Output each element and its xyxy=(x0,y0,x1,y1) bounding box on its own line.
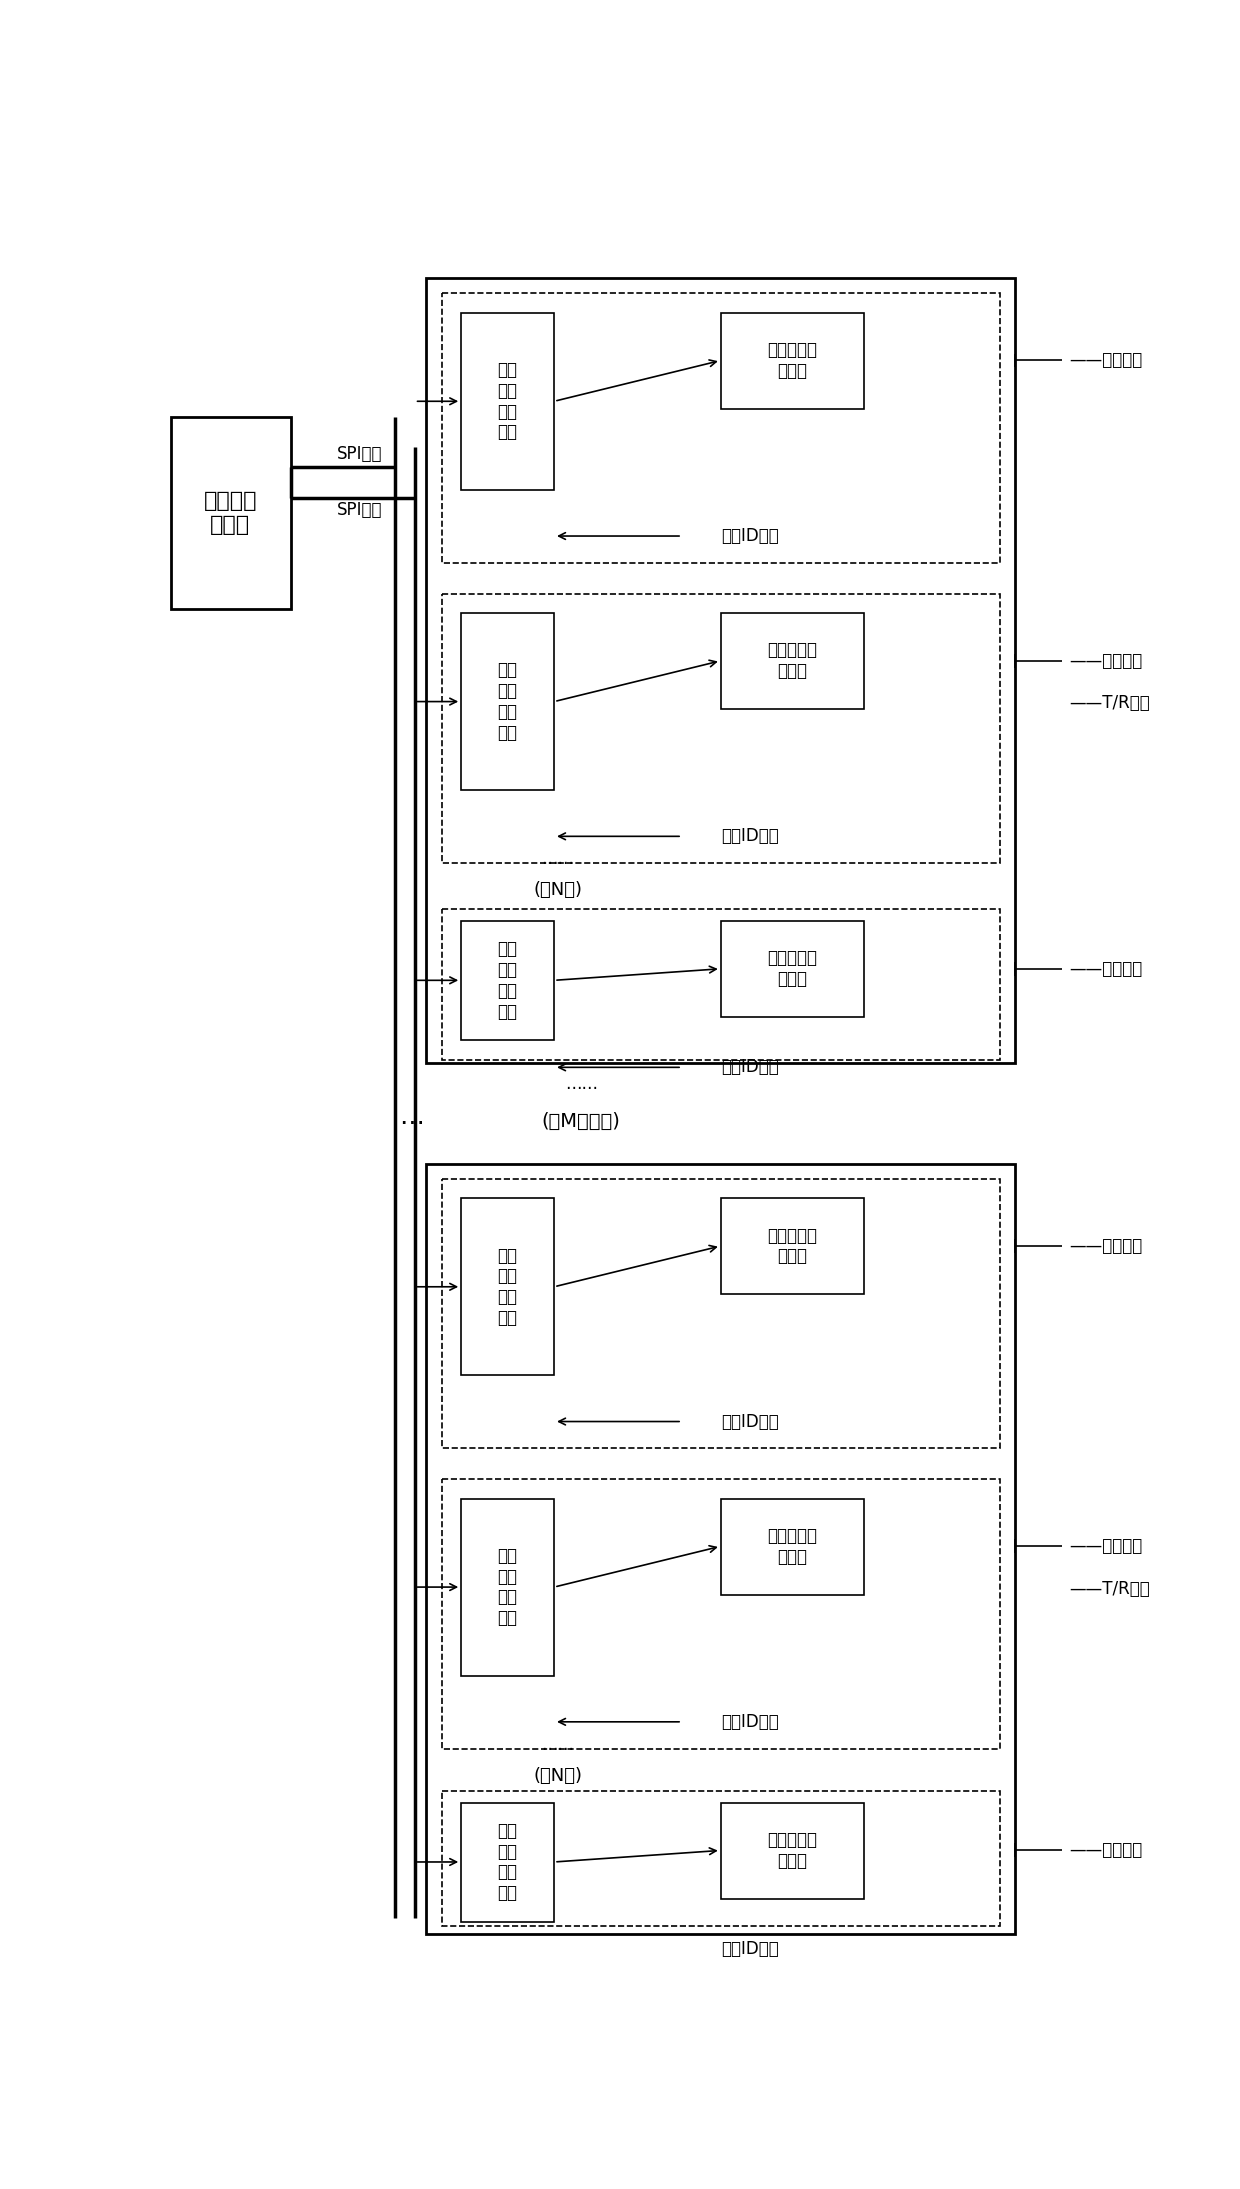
Text: 串并
转换
控制
芯片: 串并 转换 控制 芯片 xyxy=(497,1246,517,1327)
Bar xyxy=(461,1197,554,1375)
Text: ……: …… xyxy=(542,852,574,869)
Bar xyxy=(461,1804,554,1922)
Text: ——射频通道: ——射频通道 xyxy=(1069,652,1143,670)
Text: ——T/R组件: ——T/R组件 xyxy=(1069,1580,1151,1598)
Text: 数控移相器
衰减器: 数控移相器 衰减器 xyxy=(768,1528,817,1565)
Text: (共M个组件): (共M个组件) xyxy=(542,1112,621,1132)
Text: 数控移相器
衰减器: 数控移相器 衰减器 xyxy=(768,341,817,381)
Text: (共N个): (共N个) xyxy=(533,882,583,900)
Bar xyxy=(720,1804,864,1898)
Bar xyxy=(441,293,999,563)
Text: 串并
转换
控制
芯片: 串并 转换 控制 芯片 xyxy=(497,661,517,742)
Text: ……: …… xyxy=(564,1075,598,1092)
Bar xyxy=(441,1791,999,1926)
Bar xyxy=(427,1165,1016,1933)
Text: …: … xyxy=(399,1105,424,1130)
Text: SPI总线: SPI总线 xyxy=(337,501,383,519)
Text: 串并
转换
控制
芯片: 串并 转换 控制 芯片 xyxy=(497,361,517,442)
Bar xyxy=(720,1499,864,1596)
Bar xyxy=(461,313,554,490)
Text: 数控移相器
衰减器: 数控移相器 衰减器 xyxy=(768,950,817,987)
Text: 数控移相器
衰减器: 数控移相器 衰减器 xyxy=(768,1830,817,1869)
Text: 芯片ID配置: 芯片ID配置 xyxy=(720,528,779,545)
Text: 数控移相器
衰减器: 数控移相器 衰减器 xyxy=(768,1226,817,1265)
Text: 芯片ID配置: 芯片ID配置 xyxy=(720,1712,779,1731)
Bar xyxy=(441,1480,999,1749)
Text: SPI总线: SPI总线 xyxy=(337,444,383,464)
Text: 串并
转换
控制
芯片: 串并 转换 控制 芯片 xyxy=(497,939,517,1020)
Bar xyxy=(461,613,554,790)
Bar xyxy=(441,908,999,1059)
Text: ——射频通道: ——射频通道 xyxy=(1069,352,1143,370)
Text: (共N个): (共N个) xyxy=(533,1767,583,1784)
Text: ——T/R组件: ——T/R组件 xyxy=(1069,694,1151,711)
Text: 系统波束
控制器: 系统波束 控制器 xyxy=(203,490,257,534)
Text: 芯片ID配置: 芯片ID配置 xyxy=(720,1412,779,1432)
Text: ……: …… xyxy=(542,1736,574,1753)
Bar xyxy=(461,922,554,1040)
Text: ——射频通道: ——射频通道 xyxy=(1069,1841,1143,1858)
Bar xyxy=(720,922,864,1018)
Bar xyxy=(427,278,1016,1064)
Bar xyxy=(441,593,999,862)
Text: 数控移相器
衰减器: 数控移相器 衰减器 xyxy=(768,641,817,681)
Text: 串并
转换
控制
芯片: 串并 转换 控制 芯片 xyxy=(497,1548,517,1626)
Bar xyxy=(720,1197,864,1294)
Bar xyxy=(720,313,864,409)
Text: 串并
转换
控制
芯片: 串并 转换 控制 芯片 xyxy=(497,1821,517,1902)
Bar xyxy=(461,1499,554,1675)
Text: 芯片ID配置: 芯片ID配置 xyxy=(720,827,779,845)
Text: ——射频通道: ——射频通道 xyxy=(1069,959,1143,978)
Text: ——射频通道: ——射频通道 xyxy=(1069,1537,1143,1554)
Text: 芯片ID配置: 芯片ID配置 xyxy=(720,1939,779,1957)
Bar xyxy=(171,416,290,609)
Bar xyxy=(720,613,864,709)
Text: ——射频通道: ——射频通道 xyxy=(1069,1237,1143,1254)
Bar xyxy=(441,1180,999,1449)
Text: 芯片ID配置: 芯片ID配置 xyxy=(720,1057,779,1077)
